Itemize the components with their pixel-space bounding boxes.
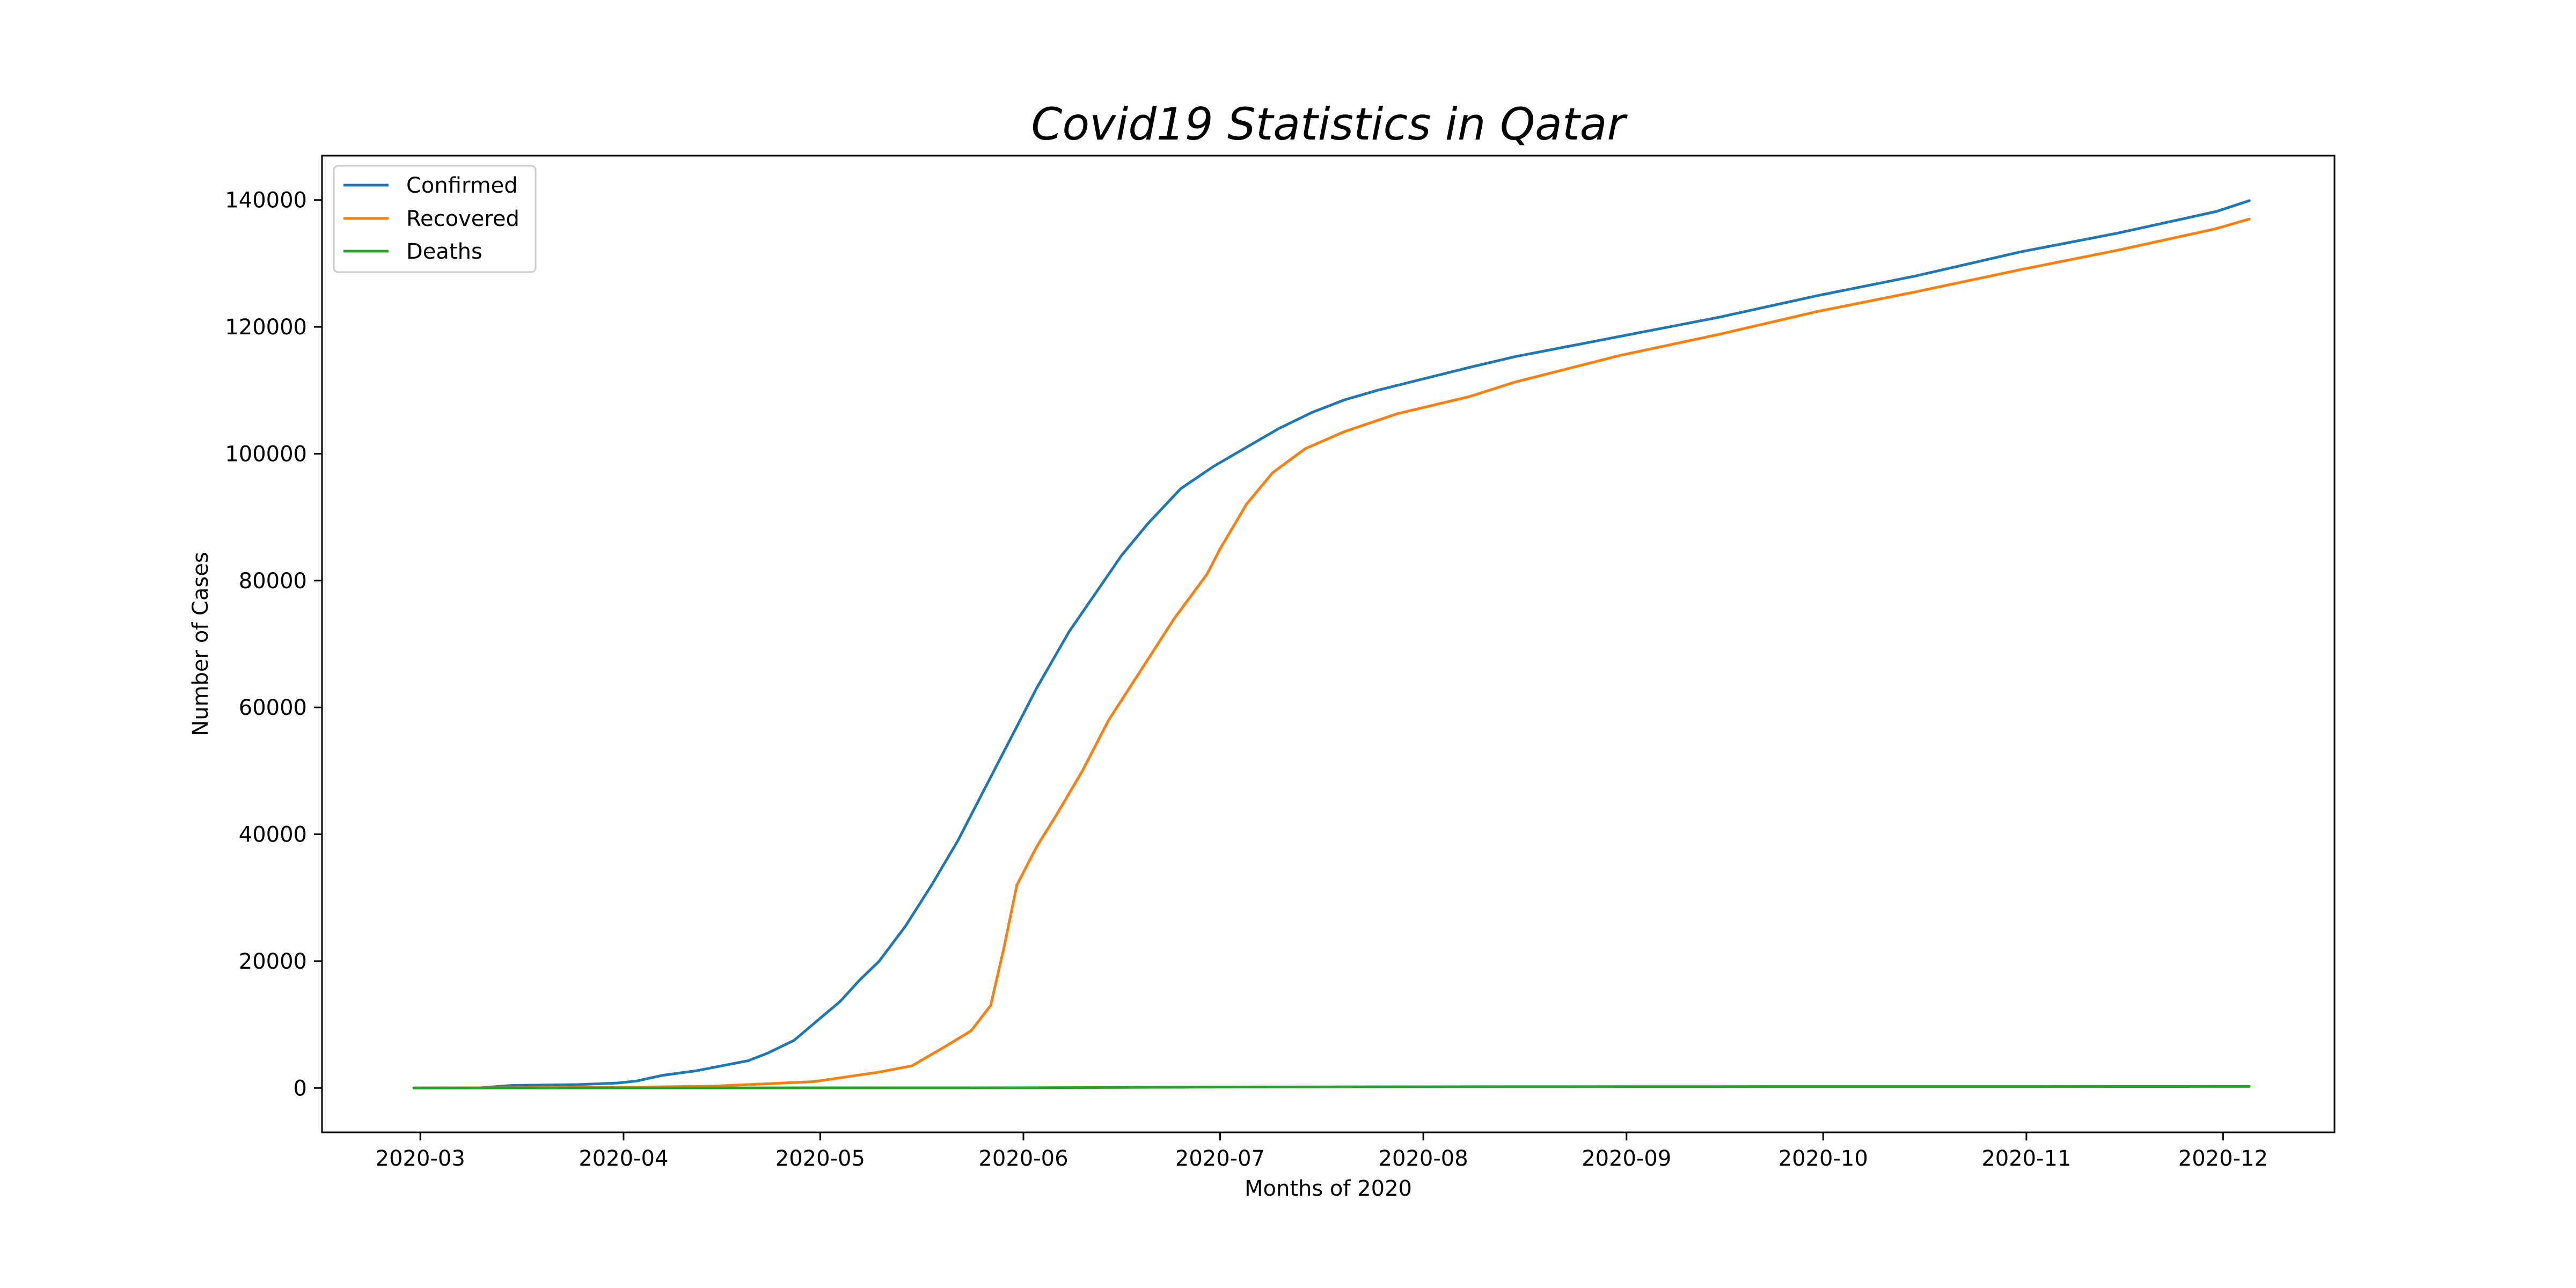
y-tick-label: 40000	[239, 823, 307, 847]
y-tick-label: 100000	[225, 442, 307, 466]
axes: 2020-03 2020-04 2020-05 2020-06 2020-07 2020-…	[225, 188, 2268, 1171]
chart-title: Covid19 Statistics in Qatar	[1031, 98, 1628, 150]
x-tick-label: 2020-08	[1379, 1146, 1468, 1171]
legend-box	[333, 165, 537, 273]
y-tick-label: 60000	[239, 696, 307, 720]
y-tick-label: 20000	[239, 949, 307, 974]
series-line-recovered	[412, 217, 2251, 1089]
plot-area	[412, 199, 2251, 1089]
y-tick-label: 80000	[239, 569, 307, 594]
x-tick-label: 2020-06	[978, 1146, 1068, 1171]
legend-label-confirmed: Confirmed	[406, 173, 518, 198]
x-tick-label: 2020-05	[775, 1146, 865, 1171]
x-tick-label: 2020-10	[1779, 1146, 1868, 1171]
legend: Confirmed Recovered Deaths	[333, 165, 537, 273]
x-tick-label: 2020-09	[1582, 1146, 1671, 1171]
x-tick-label: 2020-12	[2178, 1146, 2268, 1171]
y-tick-label: 140000	[225, 188, 307, 213]
x-tick-label: 2020-07	[1175, 1146, 1265, 1171]
x-tick-label: 2020-11	[1981, 1146, 2071, 1171]
x-tick-label: 2020-04	[579, 1146, 668, 1171]
x-tick-label: 2020-03	[376, 1146, 465, 1171]
y-tick-label: 120000	[225, 315, 307, 340]
x-axis-label: Months of 2020	[1245, 1176, 1412, 1201]
y-axis-label: Number of Cases	[188, 552, 213, 736]
legend-label-deaths: Deaths	[406, 239, 482, 264]
y-tick-label: 0	[294, 1076, 307, 1101]
series-line-deaths	[412, 1085, 2251, 1089]
axes-frame	[321, 155, 2336, 1133]
legend-label-recovered: Recovered	[406, 207, 519, 231]
series-line-confirmed	[412, 199, 2251, 1089]
